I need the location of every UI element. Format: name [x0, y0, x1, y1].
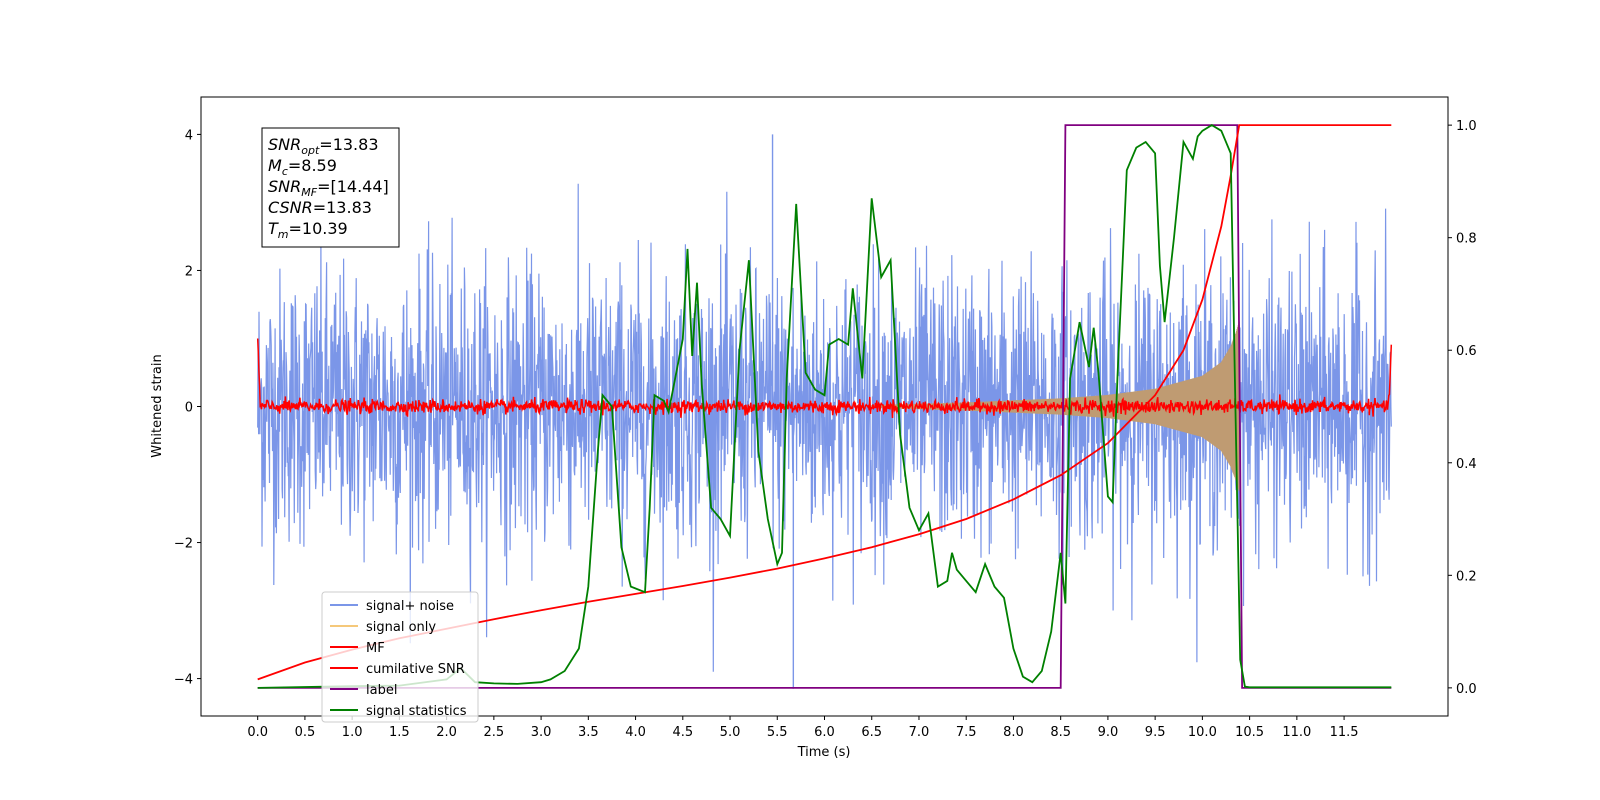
y-axis-label: Whitened strain: [150, 354, 165, 457]
x-axis-label: Time (s): [797, 745, 851, 760]
x-tick-label: 5.5: [767, 725, 788, 740]
x-tick-label: 3.5: [578, 725, 599, 740]
series-signal-statistics: [257, 124, 1392, 689]
x-tick-label: 4.5: [672, 725, 693, 740]
x-tick-label: 2.5: [484, 725, 505, 740]
x-tick-label: 7.5: [956, 725, 977, 740]
x-tick-label: 1.0: [342, 725, 363, 740]
x-tick-label: 2.0: [436, 725, 457, 740]
annotation-line: CSNR=13.83: [268, 198, 372, 217]
annotation-line: SNRMF=[14.44]: [268, 177, 389, 199]
legend-label: signal+ noise: [366, 599, 454, 614]
x-tick-label: 11.5: [1330, 725, 1359, 740]
y-tick-label: 2: [185, 264, 193, 279]
x-tick-label: 0.5: [295, 725, 316, 740]
annotation-line: Mc=8.59: [268, 156, 337, 178]
x-tick-label: 7.0: [909, 725, 930, 740]
y2-tick-label: 0.4: [1456, 457, 1477, 472]
y-axis-left: −4 −2 0 2 4: [174, 128, 201, 688]
x-tick-label: 6.5: [861, 725, 882, 740]
legend-frame: [321, 591, 479, 723]
annotation-frame: [261, 127, 400, 248]
annotation-box: SNRopt=13.83Mc=8.59SNRMF=[14.44]CSNR=13.…: [261, 127, 400, 248]
x-tick-label: 6.0: [814, 725, 835, 740]
y2-tick-label: 1.0: [1456, 119, 1477, 134]
x-tick-label: 1.5: [389, 725, 410, 740]
x-tick-label: 10.0: [1188, 725, 1217, 740]
y-tick-label: 0: [185, 401, 193, 416]
x-tick-label: 5.0: [720, 725, 741, 740]
x-tick-label: 0.0: [247, 725, 268, 740]
annotation-line: SNRopt=13.83: [268, 135, 379, 157]
legend-label: signal only: [366, 620, 436, 635]
x-axis: 0.0 0.5 1.0 1.5 2.0 2.5 3.0 3.5 4.0 4.5 5.0 5.5 6.0 6…: [247, 716, 1359, 740]
x-tick-label: 11.0: [1282, 725, 1311, 740]
y-axis-right: 0.0 0.2 0.4 0.6 0.8 1.0: [1448, 119, 1477, 697]
y-tick-label: −2: [174, 537, 193, 552]
x-tick-label: 10.5: [1235, 725, 1264, 740]
legend-label: signal statistics: [366, 704, 467, 719]
y2-tick-label: 0.6: [1456, 344, 1477, 359]
x-tick-label: 9.0: [1098, 725, 1119, 740]
legend: signal+ noise signal only MF cumilative SNR…: [321, 591, 479, 723]
legend-label: label: [366, 683, 397, 698]
series-mf: [256, 338, 1393, 419]
x-tick-label: 4.0: [625, 725, 646, 740]
x-tick-label: 8.5: [1050, 725, 1071, 740]
y2-tick-label: 0.2: [1456, 569, 1477, 584]
y2-tick-label: 0.0: [1456, 682, 1477, 697]
x-tick-label: 9.5: [1145, 725, 1166, 740]
x-tick-label: 3.0: [531, 725, 552, 740]
y-tick-label: 4: [185, 128, 193, 143]
y2-tick-label: 0.8: [1456, 232, 1477, 247]
legend-label: cumilative SNR: [366, 662, 465, 677]
y-tick-label: −4: [174, 673, 193, 688]
legend-label: MF: [366, 641, 385, 656]
annotation-line: Tm=10.39: [268, 219, 348, 241]
x-tick-label: 8.0: [1003, 725, 1024, 740]
